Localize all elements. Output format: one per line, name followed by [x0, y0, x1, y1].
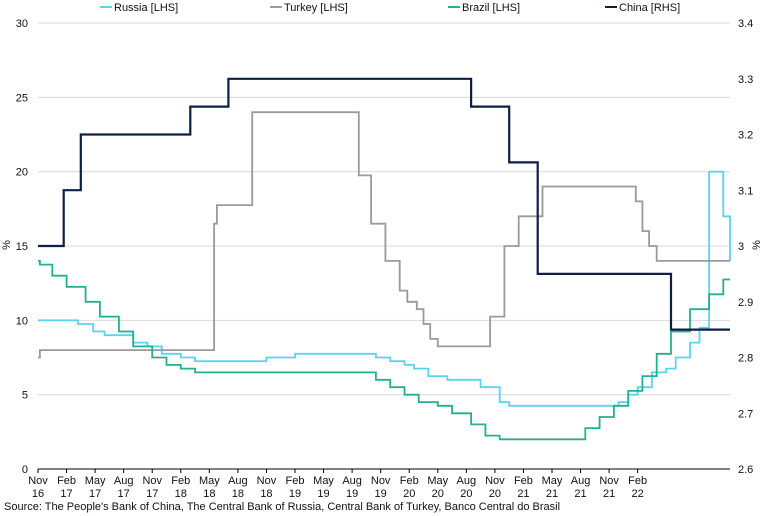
right-tick-label: 3.4	[738, 18, 753, 30]
right-tick-label: 2.7	[738, 408, 753, 420]
x-tick-label: Feb	[286, 475, 305, 487]
left-tick-label: 15	[16, 241, 28, 253]
x-tick-label: Aug	[571, 475, 591, 487]
legend-label-brazil: Brazil [LHS]	[462, 2, 520, 14]
series-line-china	[38, 77, 730, 331]
left-tick-label: 20	[16, 167, 28, 179]
legend-label-russia: Russia [LHS]	[114, 2, 178, 14]
series-line-brazil	[38, 260, 730, 441]
x-tick-label: Nov	[485, 475, 505, 487]
x-tick-label: 17	[60, 488, 72, 500]
series-layer	[38, 77, 731, 441]
right-tick-label: 3	[738, 241, 744, 253]
legend: Russia [LHS] Turkey [LHS] Brazil [LHS] Chin…	[100, 2, 680, 14]
x-tick-label: 19	[375, 488, 387, 500]
right-tick-label: 3.3	[738, 74, 753, 86]
x-tick-label: 20	[432, 488, 444, 500]
x-tick-label: 17	[89, 488, 101, 500]
x-tick-label: 18	[232, 488, 244, 500]
x-tick-label: Nov	[28, 475, 48, 487]
legend-label-china: China [RHS]	[619, 2, 680, 14]
left-tick-label: 0	[22, 464, 28, 476]
x-tick-label: 21	[546, 488, 558, 500]
x-tick-label: May	[542, 475, 563, 487]
x-tick-label: 20	[489, 488, 501, 500]
x-tick-label: 19	[346, 488, 358, 500]
x-tick-label: Aug	[457, 475, 477, 487]
x-tick-label: 20	[403, 488, 415, 500]
series-line-turkey	[38, 111, 730, 359]
left-axis-unit: %	[1, 240, 13, 250]
x-tick-label: May	[427, 475, 448, 487]
x-axis: Nov16Feb17May17Aug17Nov17Feb18May18Aug18…	[28, 468, 730, 500]
x-tick-label: 21	[574, 488, 586, 500]
x-tick-label: Nov	[257, 475, 277, 487]
x-tick-label: Aug	[114, 475, 134, 487]
x-tick-label: May	[313, 475, 334, 487]
left-axis: 0 5 10 15 20 25 30	[16, 18, 28, 476]
x-tick-label: 19	[317, 488, 329, 500]
x-tick-label: 20	[460, 488, 472, 500]
right-tick-label: 3.1	[738, 185, 753, 197]
x-tick-label: Feb	[57, 475, 76, 487]
x-tick-label: Nov	[371, 475, 391, 487]
x-tick-label: 18	[260, 488, 272, 500]
left-tick-label: 10	[16, 315, 28, 327]
x-tick-label: Nov	[142, 475, 162, 487]
x-tick-label: Aug	[342, 475, 362, 487]
left-tick-label: 25	[16, 92, 28, 104]
x-tick-label: Nov	[599, 475, 619, 487]
chart: 0 5 10 15 20 25 30 2.6 2.7 2.8 2.9 3 3.1 3.2 3.3 3.4 N…	[1, 2, 763, 500]
source-note: Source: The People's Bank of China, The …	[4, 501, 561, 513]
x-tick-label: 17	[118, 488, 130, 500]
x-tick-label: 19	[289, 488, 301, 500]
x-tick-label: 16	[32, 488, 44, 500]
x-tick-label: Feb	[400, 475, 419, 487]
x-tick-label: May	[85, 475, 106, 487]
x-tick-label: Feb	[171, 475, 190, 487]
right-tick-label: 3.2	[738, 130, 753, 142]
x-tick-label: 22	[632, 488, 644, 500]
x-tick-label: Feb	[514, 475, 533, 487]
right-tick-label: 2.6	[738, 464, 753, 476]
right-tick-label: 2.9	[738, 297, 753, 309]
x-tick-label: 18	[203, 488, 215, 500]
series-line-russia	[38, 170, 731, 407]
x-tick-label: May	[199, 475, 220, 487]
gridlines	[38, 22, 730, 396]
right-tick-label: 2.8	[738, 353, 753, 365]
left-tick-label: 5	[22, 390, 28, 402]
right-axis-unit: %	[751, 240, 763, 250]
legend-label-turkey: Turkey [LHS]	[284, 2, 348, 14]
x-tick-label: Feb	[628, 475, 647, 487]
x-tick-label: 17	[146, 488, 158, 500]
x-tick-label: 18	[175, 488, 187, 500]
x-tick-label: 21	[517, 488, 529, 500]
right-axis: 2.6 2.7 2.8 2.9 3 3.1 3.2 3.3 3.4	[738, 18, 753, 476]
left-tick-label: 30	[16, 18, 28, 30]
x-tick-label: Aug	[228, 475, 248, 487]
x-tick-label: 21	[603, 488, 615, 500]
